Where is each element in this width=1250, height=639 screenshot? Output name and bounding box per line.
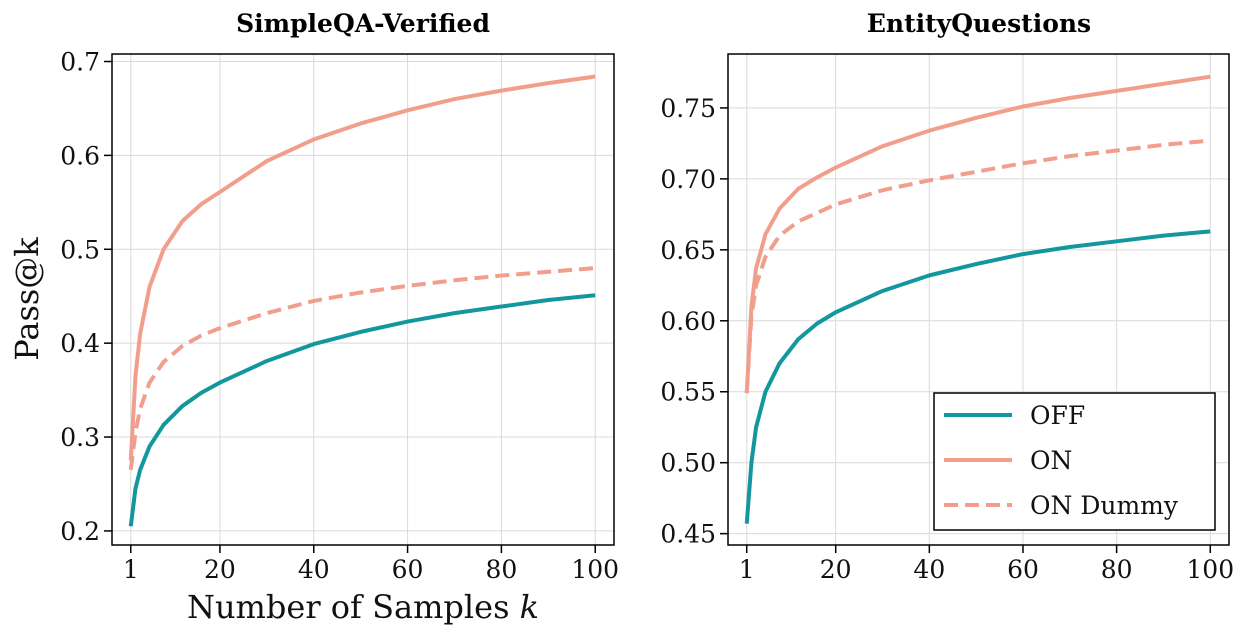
x-tick-label: 80	[1101, 555, 1133, 584]
series-line-on	[128, 74, 596, 461]
series-line-on-dummy	[744, 138, 1211, 394]
legend: OFF ON ON Dummy	[933, 392, 1216, 531]
series-line-off	[744, 229, 1211, 524]
y-tick-label: 0.5	[60, 235, 100, 264]
plot-frame	[111, 53, 615, 546]
y-tick-label: 0.6	[60, 141, 100, 170]
x-tick-label: 100	[1186, 555, 1234, 584]
x-tick-label: 80	[485, 555, 517, 584]
series-line-on-dummy	[128, 266, 596, 471]
series-line-on	[744, 74, 1211, 394]
legend-label: ON Dummy	[1030, 491, 1179, 520]
plot-frame	[727, 53, 1230, 546]
x-tick-label: 20	[204, 555, 236, 584]
x-tick-label: 60	[1007, 555, 1039, 584]
x-tick-label: 60	[392, 555, 424, 584]
y-tick-label: 0.7	[60, 48, 100, 77]
y-tick-label: 0.60	[660, 307, 716, 336]
x-axis-label: Number of Samples k	[187, 588, 539, 626]
y-tick-label: 0.3	[60, 423, 100, 452]
panel-title: EntityQuestions	[867, 9, 1091, 38]
y-tick-label: 0.65	[660, 236, 716, 265]
legend-label: OFF	[1030, 401, 1085, 430]
y-tick-label: 0.2	[60, 517, 100, 546]
x-tick-label: 40	[298, 555, 330, 584]
y-tick-label: 0.70	[660, 165, 716, 194]
y-tick-label: 0.75	[660, 94, 716, 123]
x-tick-label: 20	[820, 555, 852, 584]
x-tick-label: 40	[913, 555, 945, 584]
x-tick-label: 1	[123, 555, 139, 584]
y-tick-label: 0.50	[660, 449, 716, 478]
series-line-off	[128, 293, 596, 527]
legend-label: ON	[1030, 446, 1072, 475]
x-tick-label: 100	[571, 555, 619, 584]
panel-simpleqa-verified: SimpleQA-Verified Pass@k Number of Sampl…	[8, 9, 619, 626]
y-tick-label: 0.55	[660, 378, 716, 407]
y-axis-label: Pass@k	[8, 237, 46, 361]
y-tick-label: 0.4	[60, 329, 100, 358]
x-tick-label: 1	[739, 555, 755, 584]
panel-title: SimpleQA-Verified	[236, 9, 490, 38]
y-tick-label: 0.45	[660, 520, 716, 549]
panel-entityquestions: EntityQuestions 1 20 40 60 80 100 0.45 0.50 0.55…	[660, 9, 1234, 584]
